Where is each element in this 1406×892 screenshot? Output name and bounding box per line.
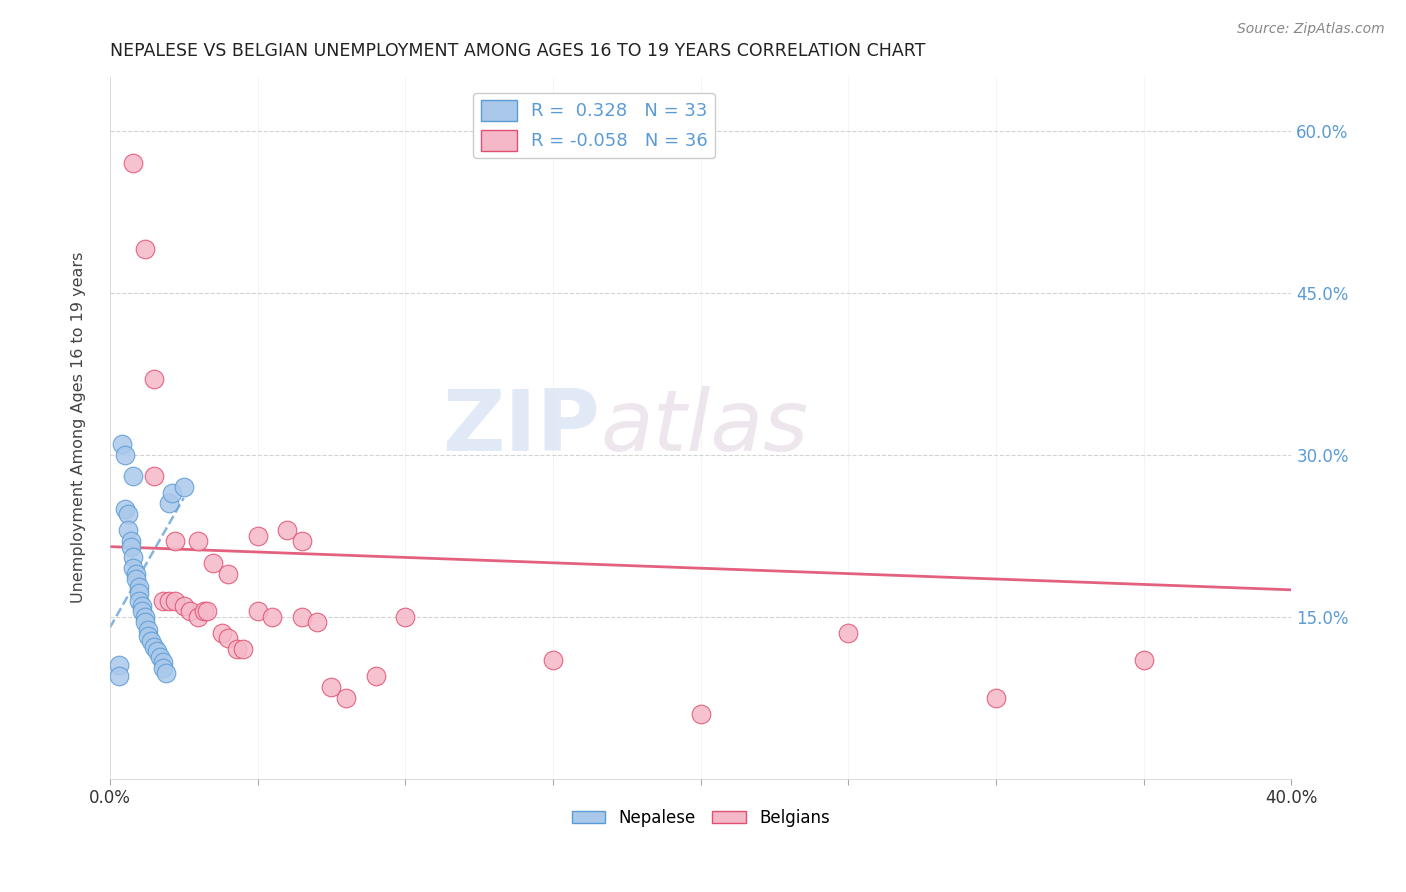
Y-axis label: Unemployment Among Ages 16 to 19 years: Unemployment Among Ages 16 to 19 years xyxy=(72,252,86,604)
Point xyxy=(1132,653,1154,667)
Point xyxy=(276,524,298,538)
Point xyxy=(217,632,239,646)
Point xyxy=(143,372,166,386)
Legend: Nepalese, Belgians: Nepalese, Belgians xyxy=(565,803,837,834)
Point xyxy=(131,599,153,613)
Point xyxy=(195,604,218,618)
Point xyxy=(173,480,195,494)
Point xyxy=(193,604,215,618)
Point xyxy=(117,524,139,538)
Point xyxy=(202,556,225,570)
Point xyxy=(128,580,150,594)
Point xyxy=(246,604,269,618)
Point xyxy=(291,534,314,549)
Point xyxy=(136,623,159,637)
Point xyxy=(152,660,174,674)
Point xyxy=(364,669,387,683)
Point xyxy=(541,653,564,667)
Point xyxy=(291,610,314,624)
Point xyxy=(134,610,156,624)
Point xyxy=(152,593,174,607)
Point xyxy=(107,658,129,673)
Point xyxy=(134,243,156,257)
Point xyxy=(837,626,859,640)
Point xyxy=(163,593,186,607)
Point xyxy=(117,507,139,521)
Point xyxy=(179,604,201,618)
Point xyxy=(111,437,134,451)
Point xyxy=(149,649,172,664)
Point xyxy=(157,593,180,607)
Point xyxy=(114,448,136,462)
Point xyxy=(305,615,328,630)
Point xyxy=(246,529,269,543)
Point xyxy=(143,469,166,483)
Point xyxy=(120,540,142,554)
Text: NEPALESE VS BELGIAN UNEMPLOYMENT AMONG AGES 16 TO 19 YEARS CORRELATION CHART: NEPALESE VS BELGIAN UNEMPLOYMENT AMONG A… xyxy=(110,42,925,60)
Point xyxy=(114,501,136,516)
Point xyxy=(128,593,150,607)
Point xyxy=(163,534,186,549)
Point xyxy=(217,566,239,581)
Point xyxy=(146,644,169,658)
Point xyxy=(335,690,357,705)
Point xyxy=(125,566,148,581)
Point xyxy=(134,615,156,630)
Point xyxy=(107,669,129,683)
Point xyxy=(131,604,153,618)
Point xyxy=(122,156,145,170)
Point xyxy=(128,586,150,600)
Point xyxy=(262,610,284,624)
Point xyxy=(173,599,195,613)
Point xyxy=(394,610,416,624)
Point xyxy=(122,561,145,575)
Point xyxy=(120,534,142,549)
Point xyxy=(187,610,209,624)
Point xyxy=(152,655,174,669)
Point xyxy=(225,642,247,657)
Point xyxy=(125,572,148,586)
Point xyxy=(143,640,166,654)
Point xyxy=(155,666,177,681)
Text: ZIP: ZIP xyxy=(443,386,600,469)
Point xyxy=(689,707,711,722)
Point xyxy=(141,633,163,648)
Point xyxy=(211,626,233,640)
Point xyxy=(122,469,145,483)
Point xyxy=(160,485,183,500)
Point xyxy=(321,680,343,694)
Point xyxy=(984,690,1007,705)
Text: Source: ZipAtlas.com: Source: ZipAtlas.com xyxy=(1237,22,1385,37)
Point xyxy=(187,534,209,549)
Point xyxy=(122,550,145,565)
Point xyxy=(157,496,180,510)
Point xyxy=(136,629,159,643)
Text: atlas: atlas xyxy=(600,386,808,469)
Point xyxy=(232,642,254,657)
